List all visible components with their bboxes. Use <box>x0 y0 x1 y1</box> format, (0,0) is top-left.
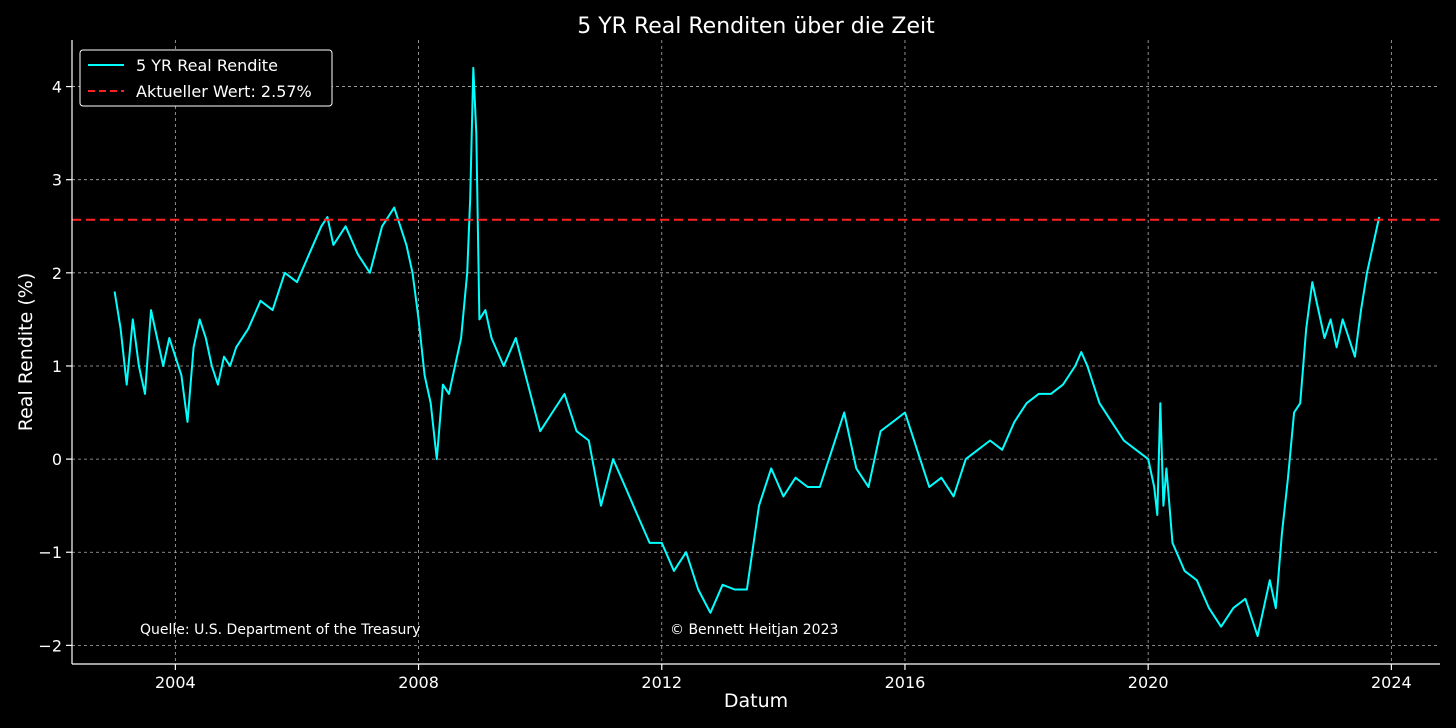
x-axis-ticks: 2004 2008 2012 2016 2020 2024 <box>155 664 1412 692</box>
x-tick-label: 2004 <box>155 673 196 692</box>
y-tick-label: −2 <box>38 636 62 655</box>
source-note: Quelle: U.S. Department of the Treasury <box>140 622 420 638</box>
y-tick-label: 1 <box>52 357 62 376</box>
y-axis-ticks: −2 −1 0 1 2 3 4 <box>38 78 72 655</box>
y-tick-label: −1 <box>38 543 62 562</box>
x-axis-label: Datum <box>724 690 788 712</box>
legend: 5 YR Real Rendite Aktueller Wert: 2.57% <box>79 49 333 107</box>
plot-area <box>72 66 1440 638</box>
legend-label-series: 5 YR Real Rendite <box>136 56 278 75</box>
legend-label-current-value: Aktueller Wert: 2.57% <box>136 82 312 101</box>
x-tick-label: 2008 <box>398 673 439 692</box>
legend-box <box>79 49 333 107</box>
x-tick-label: 2012 <box>641 673 682 692</box>
x-tick-label: 2024 <box>1371 673 1412 692</box>
y-tick-label: 4 <box>52 78 62 97</box>
y-tick-label: 2 <box>52 264 62 283</box>
yield-series-line <box>113 66 1381 638</box>
y-tick-label: 3 <box>52 171 62 190</box>
y-axis-label: Real Rendite (%) <box>15 273 37 431</box>
chart-title: 5 YR Real Renditen über die Zeit <box>577 14 935 39</box>
x-tick-label: 2016 <box>885 673 926 692</box>
x-tick-label: 2020 <box>1128 673 1169 692</box>
copyright-note: © Bennett Heitjan 2023 <box>670 622 838 638</box>
y-tick-label: 0 <box>52 450 62 469</box>
